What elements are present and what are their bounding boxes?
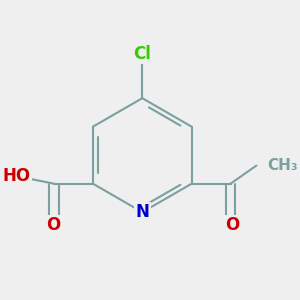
- Text: O: O: [225, 216, 239, 234]
- Text: O: O: [46, 216, 60, 234]
- Text: CH₃: CH₃: [267, 158, 297, 173]
- Text: Cl: Cl: [134, 45, 151, 63]
- Text: HO: HO: [2, 167, 31, 185]
- Text: N: N: [135, 203, 149, 221]
